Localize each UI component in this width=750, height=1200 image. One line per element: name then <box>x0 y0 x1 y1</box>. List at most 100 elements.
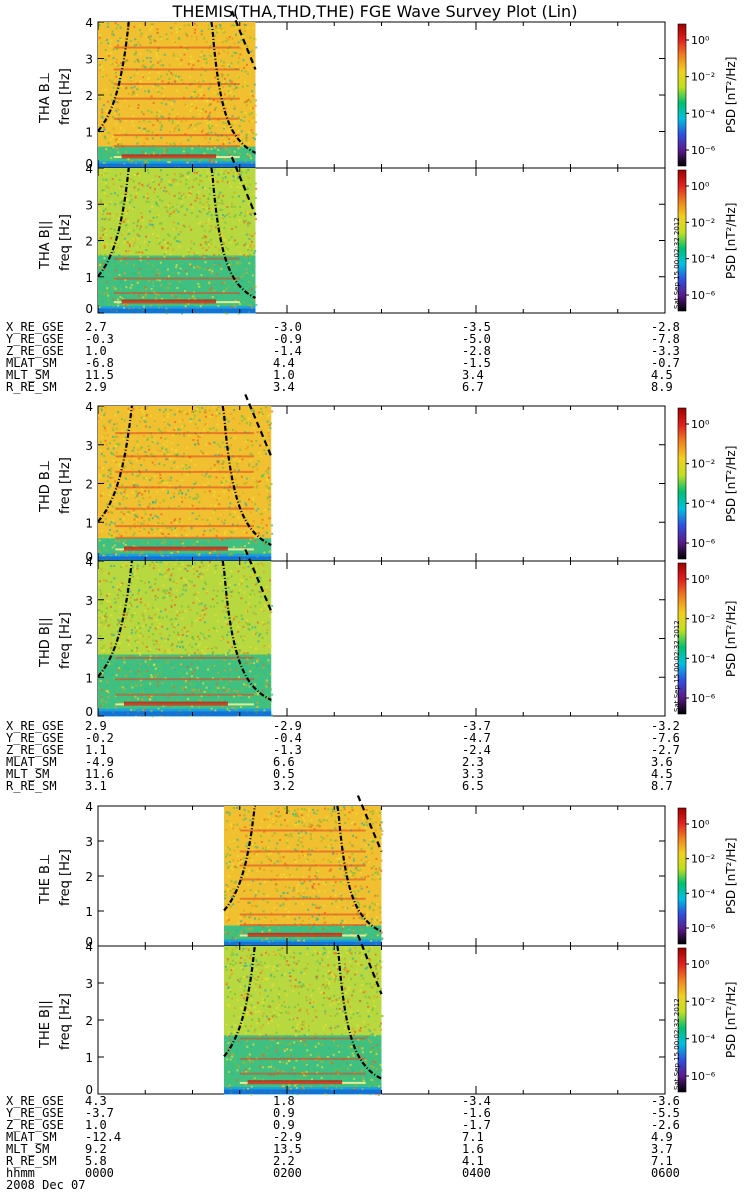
colorbar-label: PSD [nT²/Hz] <box>724 56 738 133</box>
ephemeris-value: -1.7 <box>462 1118 491 1132</box>
colorbar <box>677 562 687 715</box>
colorbar-tick-label: 10⁻² <box>691 995 715 1008</box>
y-tick-label: 0 <box>85 550 93 564</box>
ephemeris-value: 3.2 <box>273 779 295 793</box>
ephemeris-value: 9.2 <box>85 1142 107 1156</box>
ephemeris-row-label: Z_RE_GSE <box>6 344 64 358</box>
ephemeris-value: 3.4 <box>462 368 484 382</box>
y-tick-label: 3 <box>85 594 93 608</box>
ephemeris-value: 3.3 <box>462 767 484 781</box>
ephemeris-row-label: X_RE_GSE <box>6 719 64 733</box>
colorbar-label: PSD [nT²/Hz] <box>724 837 738 914</box>
colorbar-tick-label: 10⁰ <box>691 958 710 971</box>
ephemeris-value: -2.9 <box>273 719 302 733</box>
ephemeris-value: -7.6 <box>651 731 680 745</box>
ephemeris-value: 6.7 <box>462 380 484 394</box>
spectrogram-image <box>98 22 258 170</box>
panel-freq-label: freq [Hz] <box>58 213 73 271</box>
ephemeris-value: -2.6 <box>651 1118 680 1132</box>
ephemeris-value: -0.9 <box>273 332 302 346</box>
spectrogram-image <box>224 946 384 1096</box>
y-tick-label: 1 <box>85 271 93 285</box>
ephemeris-row-label: MLAT_SM <box>6 1130 57 1144</box>
ephemeris-value: 4.5 <box>651 767 673 781</box>
y-tick-label: 3 <box>85 439 93 453</box>
colorbar-tick-label: 10⁻⁶ <box>691 1070 716 1083</box>
ephemeris-value: 0200 <box>273 1166 302 1180</box>
ephemeris-value: 11.6 <box>85 767 114 781</box>
colorbar-tick-label: 10⁰ <box>691 180 710 193</box>
ephemeris-row-label: MLAT_SM <box>6 755 57 769</box>
colorbar-label: PSD [nT²/Hz] <box>724 445 738 522</box>
y-tick-label: 2 <box>85 235 93 249</box>
colorbar-tick-label: 10⁻² <box>691 853 715 866</box>
ephemeris-value: -3.7 <box>462 719 491 733</box>
ephemeris-value: 7.1 <box>462 1130 484 1144</box>
ephemeris-value: 2.2 <box>273 1154 295 1168</box>
ephemeris-row-label: hhmm <box>6 1166 35 1180</box>
ephemeris-row-label: Y_RE_GSE <box>6 731 64 745</box>
ephemeris-value: 3.4 <box>273 380 295 394</box>
ephemeris-value: -2.8 <box>462 344 491 358</box>
ephemeris-row-label: Z_RE_GSE <box>6 1118 64 1132</box>
panel-ylabel: THE B|| <box>38 1000 53 1048</box>
ephemeris-value: -2.8 <box>651 320 680 334</box>
colorbar <box>677 807 687 945</box>
ephemeris-value: -3.0 <box>273 320 302 334</box>
colorbar-tick-label: 10⁻⁴ <box>691 652 716 665</box>
ephemeris-value: 0.9 <box>273 1118 295 1132</box>
ephemeris-value: 13.5 <box>273 1142 302 1156</box>
ephemeris-value: 1.8 <box>273 1094 295 1108</box>
ephemeris-value: -0.7 <box>651 356 680 370</box>
y-tick-label: 3 <box>85 977 93 991</box>
ephemeris-value: 7.1 <box>651 1154 673 1168</box>
ephemeris-value: 1.6 <box>462 1142 484 1156</box>
ephemeris-value: -3.7 <box>85 1106 114 1120</box>
ephemeris-value: 1.1 <box>85 743 107 757</box>
colorbar-tick-label: 10⁰ <box>691 418 710 431</box>
y-tick-label: 4 <box>85 16 93 30</box>
colorbar-tick-label: 10⁻⁶ <box>691 144 716 157</box>
y-tick-label: 1 <box>85 905 93 919</box>
plot-timestamp: Sat Sep 15 00:02:32 2012 <box>673 998 681 1090</box>
colorbar-label: PSD [nT²/Hz] <box>724 981 738 1058</box>
y-tick-label: 4 <box>85 400 93 414</box>
panel-ylabel: THD B|| <box>38 616 53 667</box>
spectrogram-panel-the-bpar: 0 1 2 3 4 10⁰ 10⁻² 10⁻⁴ 10⁻⁶ <box>85 934 716 1097</box>
ephemeris-value: -2.4 <box>462 743 491 757</box>
date-label: 2008 Dec 07 <box>6 1178 86 1192</box>
y-tick-label: 4 <box>85 162 93 176</box>
panel-ylabel: THE B⊥ <box>38 853 53 904</box>
ephemeris-row-label: R_RE_SM <box>6 779 57 793</box>
ephemeris-value: 2.9 <box>85 719 107 733</box>
spectrogram-panel-thd-bpar: 0 1 2 3 4 10⁰ 10⁻² 10⁻⁴ 10⁻⁶ <box>85 548 716 719</box>
ephemeris-value: -4.7 <box>462 731 491 745</box>
colorbar-tick-label: 10⁰ <box>691 818 710 831</box>
ephemeris-row-label: Z_RE_GSE <box>6 743 64 757</box>
ephemeris-value: -3.6 <box>651 1094 680 1108</box>
colorbar-tick-label: 10⁻² <box>691 71 715 84</box>
panel-ylabel: THA B|| <box>38 220 53 269</box>
ephemeris-row-label: Y_RE_GSE <box>6 332 64 346</box>
spectrogram-panel-the-bperp: 0 1 2 3 4 10⁰ 10⁻² 10⁻⁴ 10⁻⁶ <box>85 795 716 949</box>
panel-freq-label: freq [Hz] <box>58 849 73 906</box>
y-tick-label: 3 <box>85 835 93 849</box>
ephemeris-row-label: MLT_SM <box>6 1142 50 1156</box>
y-tick-label: 0 <box>85 1083 93 1097</box>
ephemeris-value: -2.7 <box>651 743 680 757</box>
panel-ylabel: THD B⊥ <box>38 459 53 512</box>
ephemeris-value: 2.9 <box>85 380 107 394</box>
ephemeris-value: -1.4 <box>273 344 302 358</box>
colorbar-tick-label: 10⁻² <box>691 458 715 471</box>
y-tick-label: 2 <box>85 633 93 647</box>
ephemeris-row-label: R_RE_SM <box>6 1154 57 1168</box>
ephemeris-value: 11.5 <box>85 368 114 382</box>
colorbar-tick-label: 10⁻⁴ <box>691 887 716 900</box>
ephemeris-value: 0000 <box>85 1166 114 1180</box>
y-tick-label: 3 <box>85 198 93 212</box>
y-tick-label: 0 <box>85 157 93 171</box>
colorbar-tick-label: 10⁻⁴ <box>691 253 716 266</box>
ephemeris-value: -2.9 <box>273 1130 302 1144</box>
ephemeris-value: -0.3 <box>85 332 114 346</box>
colorbar <box>677 407 687 560</box>
